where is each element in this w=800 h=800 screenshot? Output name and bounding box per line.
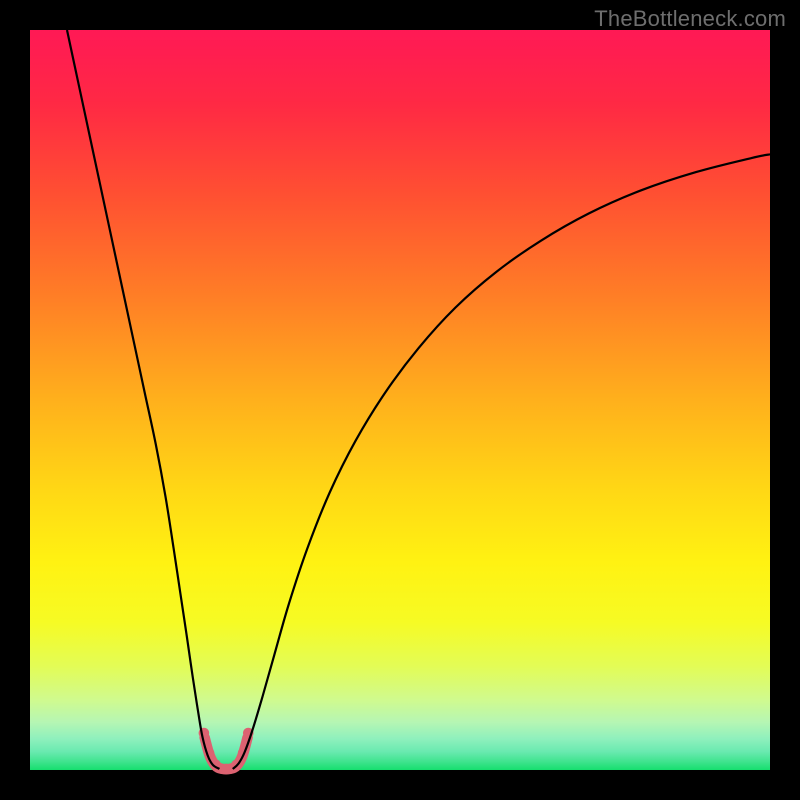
watermark-text: TheBottleneck.com: [594, 6, 786, 32]
trough-marker-dot: [221, 764, 232, 775]
bottleneck-chart: [0, 0, 800, 800]
plot-background: [30, 30, 770, 770]
stage: TheBottleneck.com: [0, 0, 800, 800]
